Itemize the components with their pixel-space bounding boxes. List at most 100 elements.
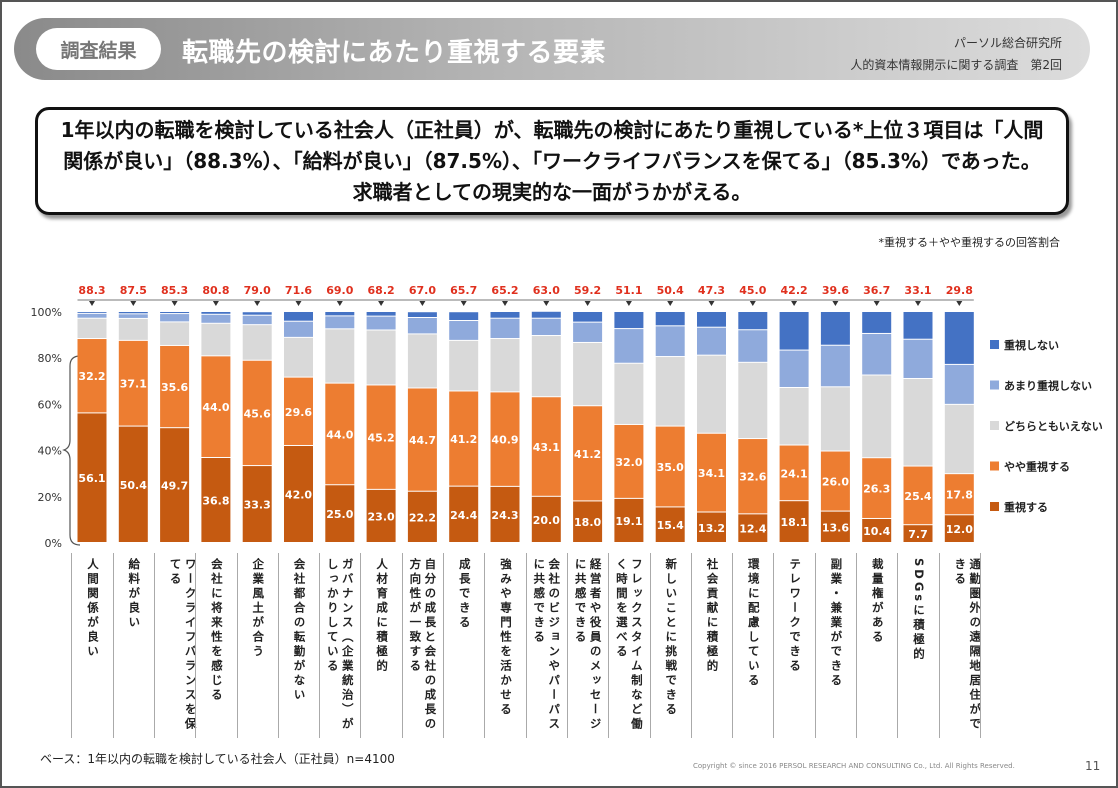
total-marker	[915, 301, 921, 306]
bar-segment	[573, 501, 603, 542]
category-label: 経営者や役員のメッセージに共感できる	[573, 558, 603, 732]
bar-segment	[449, 391, 479, 486]
bar-segment	[738, 330, 768, 362]
category-separator	[856, 553, 858, 738]
data-label: 41.2	[574, 448, 601, 461]
bar-segment	[242, 312, 272, 315]
bar-segment	[944, 515, 974, 542]
data-label: 10.4	[863, 525, 890, 538]
bar-segment	[490, 339, 520, 392]
data-label: 17.8	[946, 489, 973, 502]
data-label: 18.1	[781, 516, 808, 529]
category-label: 会社都合の転勤がない	[292, 558, 307, 703]
total-label: 65.2	[491, 284, 518, 297]
total-marker	[419, 301, 426, 306]
y-tick-label: 40%	[38, 445, 62, 458]
bar-segment	[284, 321, 313, 337]
bar-segment	[820, 451, 850, 511]
data-label: 36.8	[202, 494, 229, 507]
legend-label: 重視する	[1004, 500, 1048, 514]
bar-segment	[325, 383, 355, 485]
header-band: 調査結果 転職先の検討にあたり重視する要素 パーソル総合研究所 人的資本情報開示…	[14, 18, 1090, 80]
bar-segment	[242, 466, 272, 542]
total-marker	[625, 301, 632, 306]
category-label: 通勤圏外の遠隔地居住ができる	[953, 558, 983, 732]
category-separator	[443, 553, 445, 738]
legend-label: あまり重視しない	[1004, 379, 1092, 393]
data-label: 50.4	[120, 479, 147, 492]
bar-segment	[201, 356, 231, 457]
total-marker	[956, 301, 963, 306]
total-marker	[130, 301, 137, 306]
legend-swatch	[990, 502, 999, 511]
total-marker	[832, 301, 839, 306]
bar-segment	[160, 345, 190, 428]
data-label: 35.0	[657, 461, 684, 474]
total-marker	[873, 301, 880, 306]
category-label: 人間関係が良い	[86, 558, 100, 660]
bar-segment	[573, 342, 603, 406]
bar-segment	[862, 458, 892, 518]
bar-segment	[779, 501, 809, 542]
category-separator	[566, 553, 568, 738]
category-separator	[690, 553, 692, 738]
bar-segment	[531, 496, 561, 542]
category-separator	[360, 553, 362, 738]
bar-segment	[284, 377, 313, 445]
y-tick-label: 0%	[45, 537, 62, 550]
category-label: 企業風土が合う	[251, 558, 266, 660]
total-label: 51.1	[615, 284, 642, 297]
bar-segment	[531, 318, 561, 336]
section-badge: 調査結果	[36, 28, 161, 70]
legend-swatch	[990, 380, 999, 390]
bar-segment	[820, 312, 850, 345]
summary-box: 1年以内の転職を検討している社会人（正社員）が、転職先の検討にあたり重視している…	[35, 107, 1069, 215]
total-marker	[708, 301, 715, 306]
bar-segment	[903, 525, 933, 542]
bar-segment	[366, 330, 396, 385]
category-label: ガバナンス（企業統治）がしっかりしている	[325, 558, 355, 732]
data-label: 23.0	[368, 510, 395, 523]
legend-swatch	[990, 421, 999, 430]
total-label: 85.3	[161, 284, 188, 297]
category-separator	[525, 553, 527, 738]
total-marker	[502, 301, 508, 306]
bar-segment	[242, 360, 272, 466]
data-label: 26.0	[822, 476, 849, 489]
data-label: 34.1	[698, 467, 725, 480]
bar-segment	[655, 357, 685, 426]
bar-segment	[407, 312, 437, 318]
category-label: フレックスタイム制など働く時間を選べる	[614, 558, 644, 732]
category-separator	[319, 553, 321, 738]
bar-segment	[944, 404, 974, 474]
category-separator	[71, 553, 73, 738]
bar-segment	[655, 507, 685, 542]
bar-segment	[407, 388, 437, 491]
bar-segment	[779, 445, 809, 501]
category-separator	[814, 553, 816, 738]
bar-segment	[325, 316, 355, 329]
category-label: 会社に将来性を感じる	[209, 558, 224, 703]
total-label: 59.2	[574, 284, 601, 297]
data-label: 42.0	[285, 488, 312, 501]
bar-segment	[944, 312, 974, 364]
data-label: 24.4	[450, 509, 477, 522]
total-label: 63.0	[533, 284, 560, 297]
data-label: 19.1	[615, 515, 642, 528]
category-separator	[608, 553, 610, 738]
total-label: 79.0	[244, 284, 271, 297]
total-marker	[460, 301, 467, 306]
total-marker	[543, 301, 550, 306]
legend-swatch	[990, 461, 999, 471]
category-label: 自分の成長と会社の成長の方向性が一致する	[408, 558, 438, 732]
bar-segment	[407, 318, 437, 334]
bar-segment	[366, 385, 396, 489]
bar-segment	[490, 392, 520, 486]
y-tick-label: 60%	[38, 398, 62, 411]
copyright: Copyright © since 2016 PERSOL RESEARCH A…	[693, 762, 1015, 770]
bar-segment	[531, 311, 561, 318]
total-label: 29.8	[946, 284, 973, 297]
category-separator	[773, 553, 775, 738]
category-separator	[979, 553, 981, 738]
bar-segment	[325, 485, 355, 542]
